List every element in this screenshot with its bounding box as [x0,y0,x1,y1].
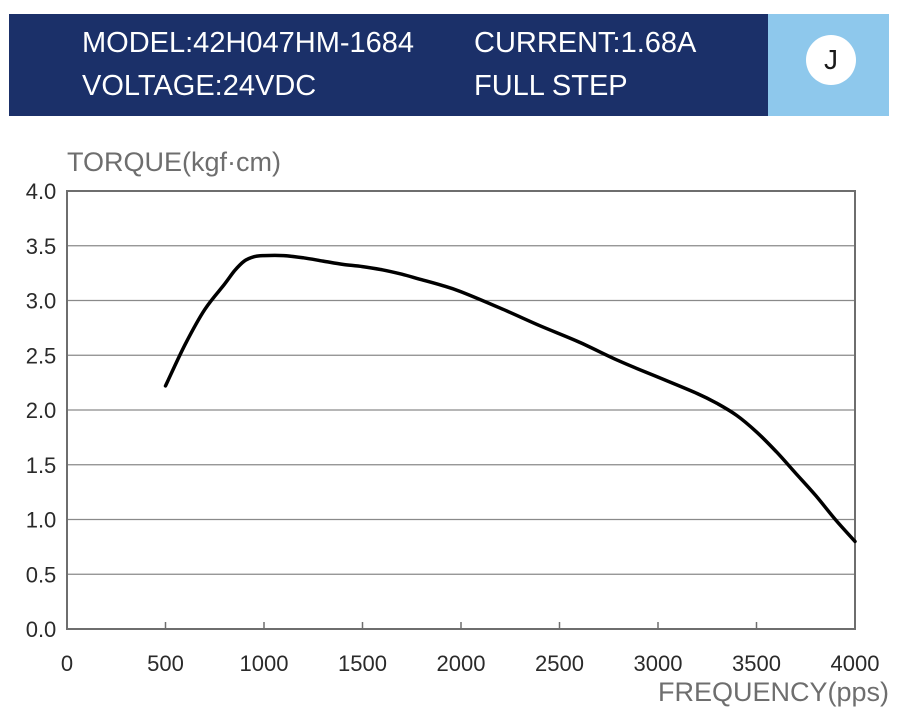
y-tick-label: 1.5 [26,453,57,478]
connection-type-letter: J [806,35,856,85]
step-mode-text: FULL STEP [474,70,628,102]
plot-frame [66,190,856,630]
y-tick-label: 3.5 [26,234,57,259]
torque-curve [163,253,857,544]
y-tick-label: 4.0 [26,179,57,204]
x-tick-label: 1500 [338,651,387,676]
x-tick-label: 3500 [732,651,781,676]
spec-header-bar [9,14,889,116]
y-tick-label: 3.0 [26,289,57,314]
y-tick-label: 2.5 [26,343,57,368]
x-tick-label: 3000 [634,651,683,676]
x-tick-label: 0 [61,651,73,676]
y-axis-label: TORQUE(kgf·cm) [67,147,281,177]
x-axis-label: FREQUENCY(pps) [658,677,889,707]
current-text: CURRENT:1.68A [474,27,697,59]
y-tick-label: 1.0 [26,508,57,533]
x-tick-label: 4000 [831,651,880,676]
x-tick-label: 500 [147,651,184,676]
y-tick-label: 0.0 [26,617,57,642]
x-tick-label: 2500 [535,651,584,676]
voltage-text: VOLTAGE:24VDC [82,70,317,102]
y-tick-label: 2.0 [26,398,57,423]
model-text: MODEL:42H047HM-1684 [82,27,415,59]
y-tick-label: 0.5 [26,562,57,587]
x-tick-label: 1000 [240,651,289,676]
x-tick-label: 2000 [437,651,486,676]
